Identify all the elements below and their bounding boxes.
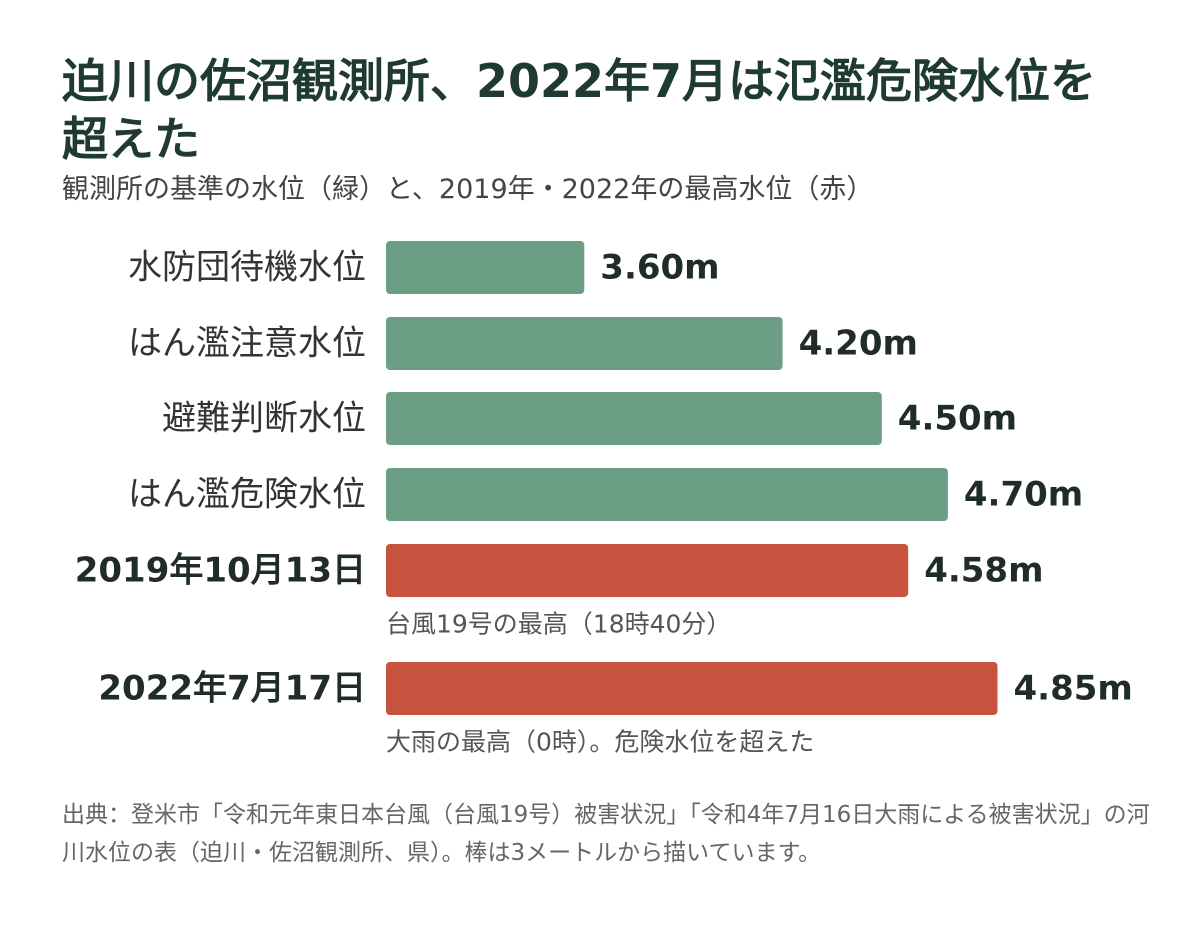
bar-1 [386,317,783,370]
value-label-3: 4.70m [964,475,1083,515]
annotation-5: 大雨の最高（0時）。危険水位を超えた [386,728,814,757]
category-label-5: 2022年7月17日 [98,669,366,709]
bar-chart: 水防団待機水位 3.60m はん濫注意水位 4.20m 避難判断水位 4.50m はん濫危険… [75,241,1133,757]
category-label-2: 避難判断水位 [162,399,366,439]
bar-4 [386,544,909,597]
value-label-5: 4.85m [1014,669,1133,709]
value-label-1: 4.20m [799,324,918,364]
bar-0 [386,241,585,294]
annotation-4: 台風19号の最高（18時40分） [386,610,731,639]
bar-5 [386,662,998,715]
bar-2 [386,392,882,445]
chart-subtitle: 観測所の基準の水位（緑）と、2019年・2022年の最高水位（赤） [62,174,874,205]
category-label-4: 2019年10月13日 [75,551,366,591]
source-note: 出典：登米市「令和元年東日本台風（台風19号）被害状況」「令和4年7月16日大雨… [62,802,1150,866]
category-label-1: はん濫注意水位 [128,324,366,364]
category-label-3: はん濫危険水位 [128,475,366,515]
category-label-0: 水防団待機水位 [128,248,366,288]
value-label-4: 4.58m [924,551,1043,591]
chart-title: 迫川の佐沼観測所、2022年7月は氾濫危険水位を超えた [62,54,1097,166]
value-label-2: 4.50m [898,399,1017,439]
bar-3 [386,468,948,521]
value-label-0: 3.60m [600,248,719,288]
